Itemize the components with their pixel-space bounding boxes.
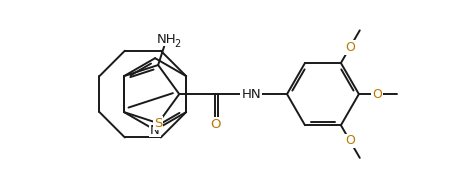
Text: 2: 2 <box>174 39 180 49</box>
Text: O: O <box>345 134 355 147</box>
Text: O: O <box>372 88 382 101</box>
Text: O: O <box>210 118 220 131</box>
Text: O: O <box>345 41 355 54</box>
Text: NH: NH <box>157 33 176 46</box>
Text: N: N <box>150 124 160 136</box>
Text: S: S <box>154 117 162 130</box>
Text: HN: HN <box>241 88 261 101</box>
